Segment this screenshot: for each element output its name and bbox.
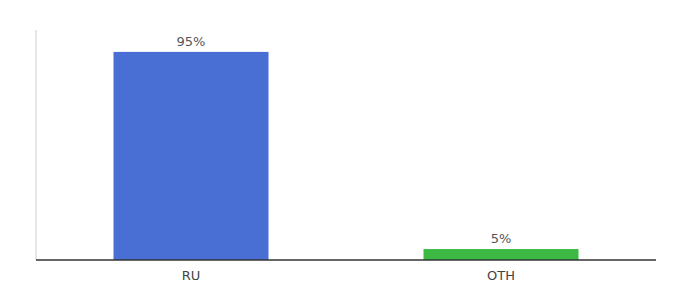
x-axis-line [36,259,656,261]
chart: RU OTH 95% 5% [0,0,680,300]
data-label: 95% [177,34,206,49]
bar [114,52,269,260]
bars [114,52,579,260]
bar [424,249,579,260]
data-label: 5% [491,231,512,246]
y-axis-line [36,30,37,260]
chart-container: RU OTH 95% 5% [0,0,680,300]
x-tick-label: RU [182,268,201,283]
x-tick-label: OTH [487,268,515,283]
